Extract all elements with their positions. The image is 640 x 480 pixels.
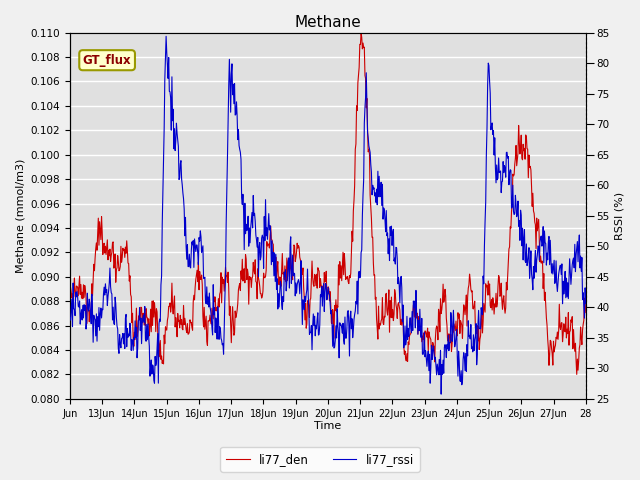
li77_rssi: [582, 300, 589, 306]
li77_rssi: [66, 315, 74, 321]
li77_den: [396, 303, 403, 309]
Line: li77_den: li77_den: [70, 33, 586, 374]
Line: li77_rssi: li77_rssi: [70, 36, 586, 394]
li77_den: [98, 214, 106, 219]
li77_rssi: [396, 282, 403, 288]
li77_den: [66, 289, 74, 295]
li77_den: [357, 30, 365, 36]
li77_den: [511, 161, 518, 167]
Title: Methane: Methane: [294, 15, 361, 30]
li77_den: [582, 310, 589, 315]
li77_rssi: [380, 205, 388, 211]
Y-axis label: RSSI (%): RSSI (%): [615, 192, 625, 240]
li77_rssi: [366, 149, 374, 155]
Text: GT_flux: GT_flux: [83, 54, 131, 67]
li77_rssi: [98, 315, 106, 321]
X-axis label: Time: Time: [314, 421, 342, 432]
li77_den: [366, 192, 374, 198]
li77_den: [573, 372, 580, 377]
Legend: li77_den, li77_rssi: li77_den, li77_rssi: [220, 447, 420, 472]
li77_den: [380, 322, 388, 327]
li77_rssi: [437, 391, 445, 397]
li77_rssi: [511, 192, 519, 198]
Y-axis label: Methane (mmol/m3): Methane (mmol/m3): [15, 158, 25, 273]
li77_den: [458, 323, 466, 328]
li77_rssi: [459, 378, 467, 384]
li77_rssi: [163, 34, 170, 39]
